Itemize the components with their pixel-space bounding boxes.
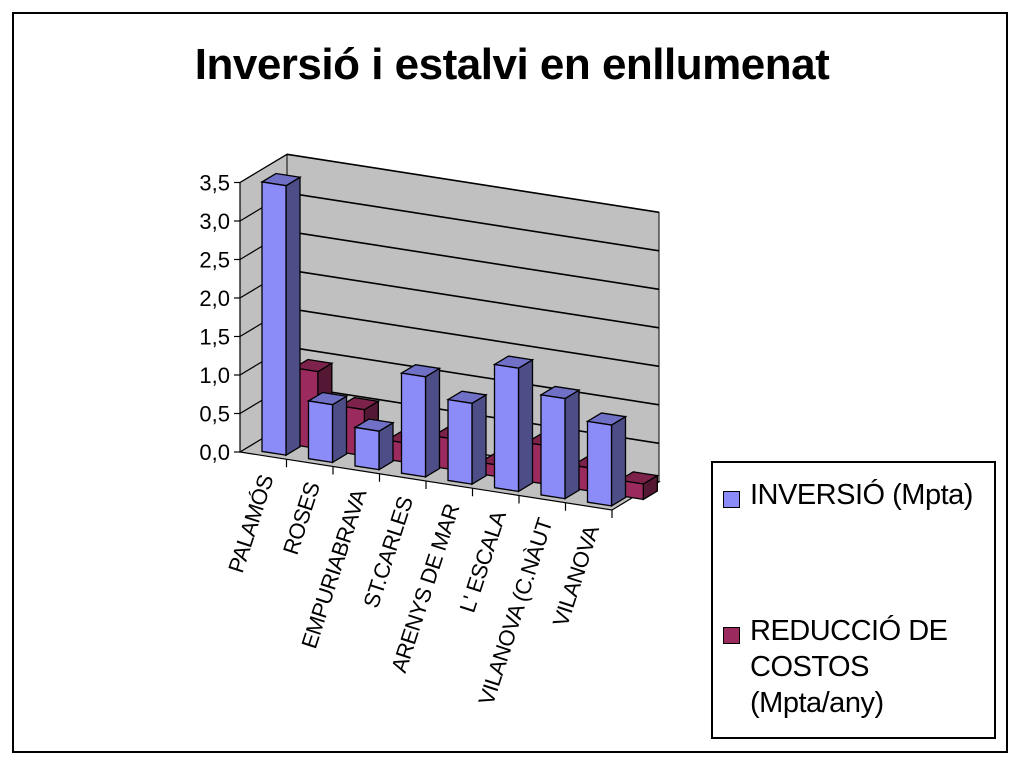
y-tick-label: 1,0: [199, 363, 230, 388]
gridline: [286, 153, 660, 214]
bar-inversio-1: [306, 391, 349, 464]
y-tick-label: 0,0: [199, 440, 230, 465]
y-tick-label: 3,5: [199, 171, 230, 196]
y-tick-label: 0,5: [199, 402, 230, 427]
gridline-side: [239, 153, 288, 184]
gridline: [286, 230, 660, 291]
legend-swatch-reduccio: [723, 627, 740, 644]
bar-inversio-4: [446, 390, 488, 486]
x-tick-label: VILANOVA: [548, 522, 604, 630]
bar-inversio-7: [585, 412, 628, 508]
x-tick-label: ROSES: [278, 479, 325, 558]
legend: INVERSIÓ (Mpta) REDUCCIÓ DE COSTOS (Mpta…: [711, 461, 996, 739]
gridline: [286, 269, 660, 329]
bar-inversio-5: [492, 355, 535, 493]
gridline: [286, 192, 660, 252]
y-tick-label: 3,0: [199, 209, 230, 234]
legend-label-reduccio: REDUCCIÓ DE COSTOS (Mpta/any): [750, 615, 948, 719]
bar-inversio-6: [539, 385, 581, 500]
y-tick-label: 1,5: [199, 325, 230, 350]
x-tick-label: PALAMÓS: [223, 472, 278, 576]
legend-item-inversio: INVERSIÓ (Mpta): [723, 477, 990, 513]
bar-inversio-0: [260, 172, 302, 457]
y-tick-label: 2,5: [199, 248, 230, 273]
gridline: [286, 346, 660, 406]
bar-inversio-2: [353, 418, 395, 471]
x-tick-label: L' ESCALA: [455, 507, 511, 615]
legend-item-reduccio: REDUCCIÓ DE COSTOS (Mpta/any): [723, 613, 990, 721]
bar-reduccio-7: [617, 471, 660, 501]
chart-title: Inversió i estalvi en enllumenat: [194, 40, 830, 89]
legend-label-inversio: INVERSIÓ (Mpta): [750, 479, 973, 511]
x-tick-label: ST.CARLES: [358, 494, 417, 611]
legend-swatch-inversio: [723, 491, 740, 508]
gridline: [286, 307, 660, 368]
y-tick-label: 2,0: [199, 286, 230, 311]
bar-inversio-3: [399, 364, 442, 479]
